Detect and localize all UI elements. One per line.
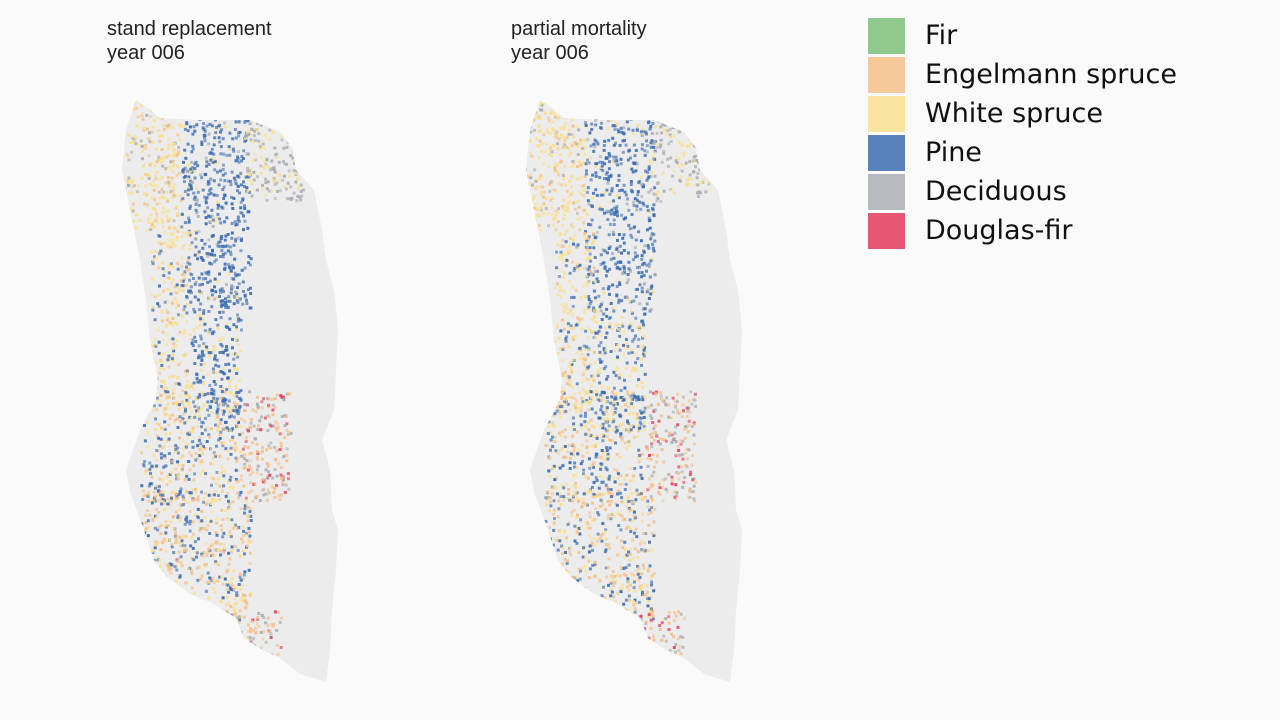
legend-swatch [868, 95, 905, 132]
panel-year-label: year 006 [511, 42, 589, 64]
legend-swatch [868, 17, 905, 54]
legend-swatch [868, 212, 905, 249]
region-outline [122, 100, 338, 682]
legend-swatch [868, 134, 905, 171]
legend-swatch [868, 173, 905, 210]
panel-title-stand-replacement: stand replacement year 006 [107, 17, 272, 65]
map-stand-replacement [122, 100, 338, 682]
panel-title-text: partial mortality [511, 18, 647, 40]
legend-label: Douglas-fir [925, 214, 1073, 246]
legend-label: Fir [925, 19, 958, 51]
legend-item-fir: Fir [868, 16, 1177, 55]
legend: Fir Engelmann spruce White spruce Pine D… [868, 16, 1177, 250]
legend-item-deciduous: Deciduous [868, 172, 1177, 211]
legend-swatch [868, 56, 905, 93]
legend-item-white-spruce: White spruce [868, 94, 1177, 133]
region-outline [526, 100, 742, 682]
legend-label: Deciduous [925, 175, 1067, 207]
legend-item-engelmann-spruce: Engelmann spruce [868, 55, 1177, 94]
panel-title-partial-mortality: partial mortality year 006 [511, 17, 647, 65]
forest-cover-layer [122, 100, 308, 682]
panel-title-text: stand replacement [107, 18, 272, 40]
legend-item-douglas-fir: Douglas-fir [868, 211, 1177, 250]
legend-item-pine: Pine [868, 133, 1177, 172]
legend-label: Engelmann spruce [925, 58, 1177, 90]
legend-label: Pine [925, 136, 982, 168]
map-partial-mortality [526, 100, 742, 682]
legend-label: White spruce [925, 97, 1103, 129]
panel-year-label: year 006 [107, 42, 185, 64]
